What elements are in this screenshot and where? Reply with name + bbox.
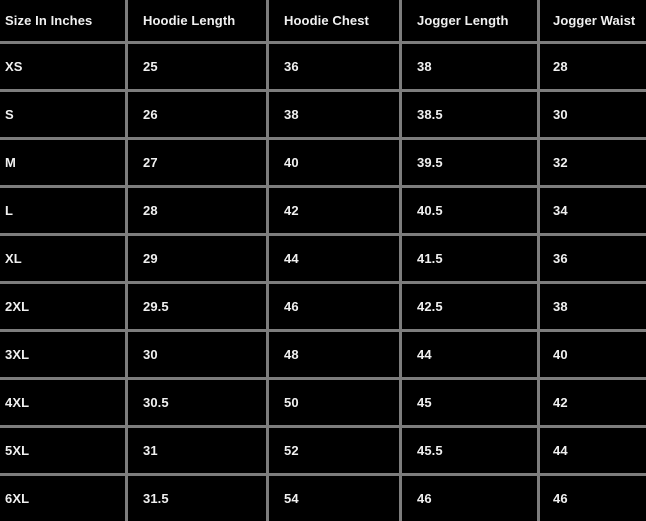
cell-hoodie-length: 26: [128, 92, 266, 137]
header-size: Size In Inches: [0, 0, 125, 41]
cell-size: M: [0, 140, 125, 185]
cell-hoodie-length: 25: [128, 44, 266, 89]
header-jogger-waist: Jogger Waist: [540, 0, 646, 41]
cell-hoodie-chest: 42: [269, 188, 399, 233]
cell-hoodie-length: 30.5: [128, 380, 266, 425]
cell-jogger-waist: 34: [540, 188, 646, 233]
cell-jogger-waist: 32: [540, 140, 646, 185]
cell-hoodie-chest: 48: [269, 332, 399, 377]
cell-hoodie-length: 28: [128, 188, 266, 233]
cell-hoodie-length: 29: [128, 236, 266, 281]
cell-jogger-length: 38.5: [402, 92, 537, 137]
cell-hoodie-length: 29.5: [128, 284, 266, 329]
cell-size: 2XL: [0, 284, 125, 329]
cell-jogger-waist: 38: [540, 284, 646, 329]
cell-jogger-length: 42.5: [402, 284, 537, 329]
cell-size: L: [0, 188, 125, 233]
cell-jogger-length: 39.5: [402, 140, 537, 185]
cell-hoodie-chest: 52: [269, 428, 399, 473]
cell-size: S: [0, 92, 125, 137]
cell-hoodie-chest: 44: [269, 236, 399, 281]
cell-jogger-length: 45: [402, 380, 537, 425]
cell-hoodie-chest: 40: [269, 140, 399, 185]
header-jogger-length: Jogger Length: [402, 0, 537, 41]
cell-jogger-length: 38: [402, 44, 537, 89]
cell-jogger-waist: 28: [540, 44, 646, 89]
cell-size: XS: [0, 44, 125, 89]
cell-jogger-waist: 42: [540, 380, 646, 425]
header-hoodie-chest: Hoodie Chest: [269, 0, 399, 41]
cell-hoodie-chest: 50: [269, 380, 399, 425]
cell-hoodie-length: 27: [128, 140, 266, 185]
cell-jogger-waist: 40: [540, 332, 646, 377]
cell-jogger-length: 46: [402, 476, 537, 521]
cell-size: 3XL: [0, 332, 125, 377]
cell-hoodie-chest: 36: [269, 44, 399, 89]
cell-jogger-length: 41.5: [402, 236, 537, 281]
cell-jogger-waist: 44: [540, 428, 646, 473]
cell-hoodie-chest: 54: [269, 476, 399, 521]
cell-hoodie-length: 31.5: [128, 476, 266, 521]
cell-size: XL: [0, 236, 125, 281]
cell-jogger-length: 40.5: [402, 188, 537, 233]
cell-size: 6XL: [0, 476, 125, 521]
cell-jogger-waist: 30: [540, 92, 646, 137]
cell-jogger-length: 45.5: [402, 428, 537, 473]
cell-size: 4XL: [0, 380, 125, 425]
cell-hoodie-length: 30: [128, 332, 266, 377]
cell-jogger-waist: 46: [540, 476, 646, 521]
cell-size: 5XL: [0, 428, 125, 473]
cell-jogger-waist: 36: [540, 236, 646, 281]
cell-hoodie-chest: 46: [269, 284, 399, 329]
cell-hoodie-chest: 38: [269, 92, 399, 137]
cell-jogger-length: 44: [402, 332, 537, 377]
header-hoodie-length: Hoodie Length: [128, 0, 266, 41]
cell-hoodie-length: 31: [128, 428, 266, 473]
